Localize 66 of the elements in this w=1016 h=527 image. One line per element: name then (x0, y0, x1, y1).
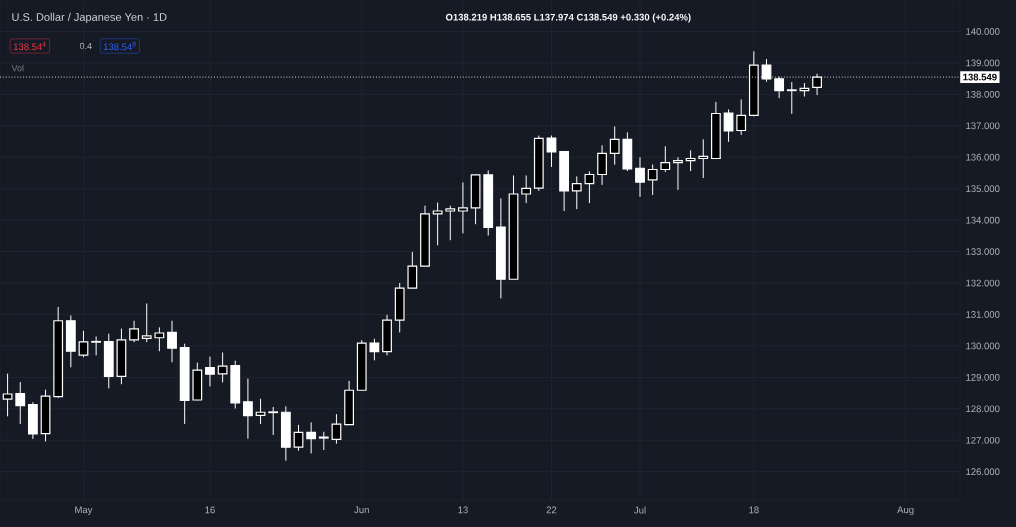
candlestick (268, 406, 279, 436)
candlestick (293, 424, 304, 452)
y-tick-label: 139.000 (966, 59, 1000, 67)
candlestick (141, 302, 152, 343)
candlestick (318, 431, 329, 451)
candlestick (129, 320, 139, 343)
y-tick-label: 126.000 (966, 468, 1000, 476)
annotation: 138.54$^{4}$ (13, 41, 46, 51)
candlestick (458, 181, 468, 234)
x-tick-label: May (75, 506, 93, 516)
y-tick-label: 129.000 (966, 373, 1000, 381)
candlestick (584, 170, 595, 204)
candlestick (635, 156, 645, 198)
x-tick-label: 16 (205, 506, 215, 514)
candlestick (255, 398, 266, 425)
text: U.S. Dollar / Japanese Yen · 1D (12, 12, 167, 24)
candlestick (154, 326, 165, 352)
candlestick (167, 320, 177, 363)
candlestick (546, 135, 557, 168)
candlestick (205, 356, 215, 387)
annotation: Vol (11, 64, 24, 72)
x-tick-label: Jun (354, 506, 369, 514)
candlestick (369, 338, 380, 361)
candlestick (786, 81, 797, 115)
y-tick-label: 131.000 (966, 311, 1000, 318)
y-tick-label: 138.000 (966, 90, 1000, 98)
candlestick (698, 138, 709, 179)
candlestick (736, 98, 747, 136)
candlestick (306, 421, 317, 454)
candlestick (407, 251, 418, 289)
y-tick-label: 127.000 (966, 436, 1000, 444)
annotation: O138.219 H138.655 L137.974 C138.549 +0.330 (+0.24%) (445, 13, 691, 23)
candlestick (609, 125, 620, 166)
annotation: 138.54$^{8}$ (103, 41, 136, 51)
ref-line-label: 138.549 (963, 73, 997, 81)
candlestick (673, 156, 683, 191)
y-tick-label: 136.000 (966, 153, 1000, 161)
y-tick-label: 128.000 (966, 405, 1000, 413)
y-tick-label: 132.000 (966, 279, 1000, 287)
candlestick (597, 144, 607, 186)
candlestick (78, 330, 89, 358)
candlestick (685, 149, 696, 172)
y-tick-label: 137.000 (966, 122, 1000, 130)
y-tick-label: 133.000 (966, 248, 1000, 255)
candlestick (15, 381, 26, 425)
candlestick (2, 373, 13, 417)
candlestick (432, 202, 443, 246)
y-tick-label: 135.000 (966, 185, 1000, 193)
x-tick-label: 22 (546, 506, 557, 514)
candlestick (660, 145, 671, 173)
x-tick-label: Jul (634, 506, 646, 514)
x-tick-label: 13 (458, 506, 468, 514)
y-tick-label: 134.000 (966, 216, 1000, 224)
candlestick (445, 205, 456, 241)
x-tick-label: 18 (749, 506, 759, 514)
candlestick (217, 352, 228, 383)
candlestick (571, 175, 582, 210)
candlestick (91, 335, 102, 356)
x-tick-label: Aug (897, 506, 914, 516)
candlestick (521, 174, 532, 204)
annotation: 0.4 (79, 42, 92, 50)
candlestick (647, 163, 658, 196)
candlestick (331, 413, 342, 445)
y-tick-label: 130.000 (966, 342, 1000, 350)
y-tick-label: 140.000 (966, 28, 1000, 35)
candlestick (243, 378, 253, 440)
